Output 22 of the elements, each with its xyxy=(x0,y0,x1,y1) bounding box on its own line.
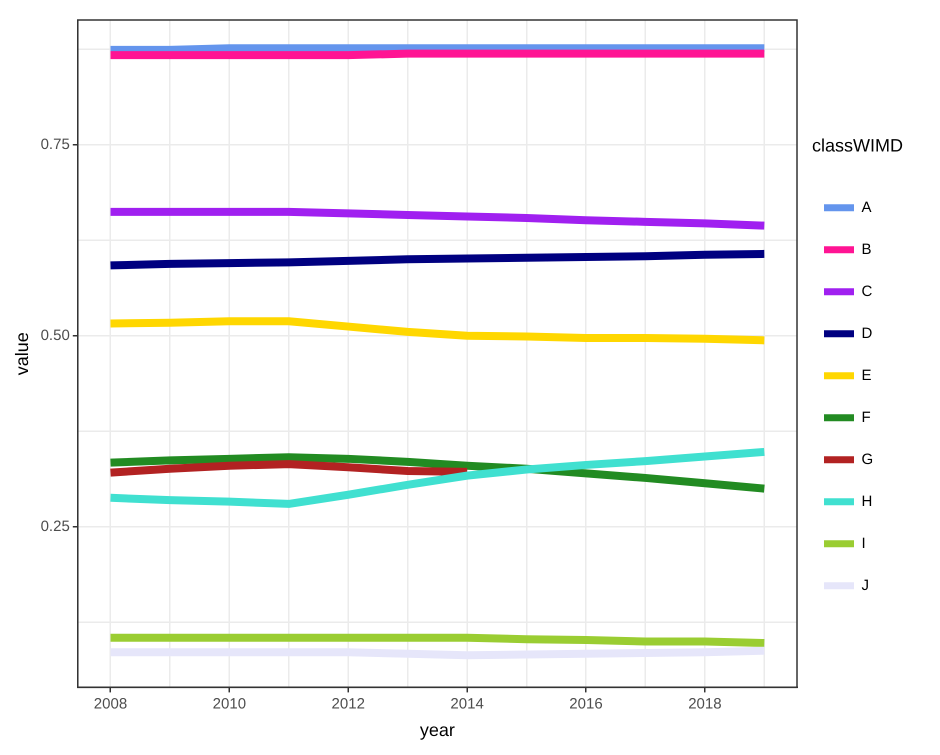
x-tick-label: 2008 xyxy=(94,696,128,713)
y-axis-title: value xyxy=(12,332,32,376)
x-tick-label: 2016 xyxy=(569,696,603,713)
legend-label: C xyxy=(862,282,873,300)
y-tick-label: 0.25 xyxy=(40,518,70,535)
legend-label: B xyxy=(862,240,872,258)
x-tick-label: 2014 xyxy=(450,696,484,713)
legend-label: H xyxy=(862,492,872,510)
legend-label: A xyxy=(862,198,872,216)
y-tick-label: 0.50 xyxy=(40,326,70,344)
legend-label: G xyxy=(862,450,874,468)
legend-title: classWIMD xyxy=(812,136,904,156)
legend-label: F xyxy=(862,408,871,426)
x-tick-label: 2018 xyxy=(688,696,722,713)
y-tick-label: 0.75 xyxy=(40,136,70,153)
legend-label: D xyxy=(862,324,873,342)
legend-label: I xyxy=(862,534,866,552)
x-tick-label: 2010 xyxy=(212,696,246,713)
x-tick-label: 2012 xyxy=(332,696,365,713)
legend-label: E xyxy=(862,366,872,384)
legend-label: J xyxy=(862,576,870,594)
x-axis-title: year xyxy=(420,720,455,740)
